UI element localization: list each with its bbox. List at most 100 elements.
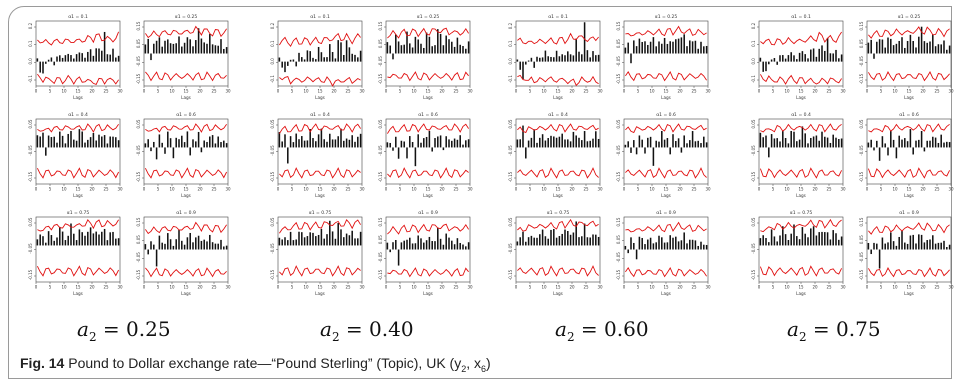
bar: [309, 51, 311, 62]
bar: [42, 132, 44, 148]
bar: [765, 238, 767, 246]
bar: [223, 246, 225, 250]
bar: [522, 61, 524, 80]
bar: [334, 238, 337, 246]
bar: [195, 40, 197, 54]
bar: [666, 138, 669, 148]
x-axis-label: Lags: [423, 291, 433, 296]
upper-band-line: [387, 223, 469, 235]
bar: [946, 141, 948, 148]
y-tick-label: -0.15: [270, 269, 275, 280]
bar: [348, 47, 351, 62]
bar: [175, 239, 177, 250]
y-tick-label: 0.0: [270, 58, 275, 65]
bar: [937, 242, 940, 250]
bar: [683, 232, 685, 250]
bar: [555, 237, 558, 246]
bar: [890, 38, 892, 54]
bar: [106, 240, 109, 246]
bar: [906, 141, 909, 148]
bar: [434, 45, 436, 54]
bar: [403, 141, 405, 148]
x-tick-label: 30: [225, 285, 231, 290]
bar: [281, 61, 283, 68]
lower-band-line: [625, 167, 707, 179]
bar: [451, 140, 453, 148]
x-axis-label: Lags: [315, 291, 325, 296]
bar: [677, 38, 680, 54]
bar: [638, 38, 641, 54]
panel-title: α1 = 0.25: [175, 14, 198, 20]
bar: [920, 130, 923, 148]
x-tick-label: 20: [89, 285, 95, 290]
bar: [818, 48, 820, 62]
x-tick-label: 10: [541, 187, 547, 192]
bar: [103, 135, 106, 148]
x-tick-label: 25: [691, 89, 697, 94]
bar: [75, 54, 78, 62]
bar: [61, 57, 64, 62]
bar: [561, 233, 563, 246]
y-tick-label: 0.0: [28, 58, 33, 65]
y-tick-label: 0.2: [270, 22, 275, 29]
bar: [703, 244, 705, 250]
x-tick-label: 5: [637, 285, 640, 290]
bar: [829, 53, 832, 62]
panel-title: α1 = 0.25: [898, 14, 921, 20]
x-tick-label: 20: [677, 187, 683, 192]
bar: [890, 232, 892, 250]
bar: [644, 244, 646, 250]
bar: [881, 39, 884, 54]
figure-caption: Fig. 14 Pound to Dollar exchange rate—“P…: [20, 355, 491, 374]
bar: [923, 147, 926, 152]
bar: [181, 135, 183, 148]
x-tick-label: 20: [439, 285, 445, 290]
bar: [70, 55, 72, 62]
x-tick-label: 25: [345, 285, 351, 290]
upper-band-line: [760, 218, 842, 233]
bar: [437, 29, 439, 54]
x-tick-label: 25: [691, 187, 697, 192]
bar: [595, 55, 597, 62]
y-tick-label: -0.05: [859, 252, 864, 263]
bar: [42, 236, 44, 246]
y-tick-label: 0.0: [751, 58, 756, 65]
x-tick-label: 20: [197, 285, 203, 290]
bar: [167, 233, 169, 250]
bar: [539, 137, 541, 148]
bar: [175, 43, 177, 54]
bar: [98, 48, 100, 62]
bar: [334, 139, 337, 148]
bar: [206, 141, 208, 148]
bar: [878, 249, 881, 269]
x-tick-label: 30: [225, 89, 231, 94]
bar: [937, 44, 940, 54]
bar: [155, 249, 158, 267]
y-tick-label: -0.05: [136, 252, 141, 263]
bar: [832, 230, 834, 246]
y-tick-label: 0.05: [508, 217, 513, 226]
y-tick-label: -0.15: [136, 73, 141, 84]
bar: [793, 55, 795, 62]
bar: [940, 44, 942, 54]
x-tick-label: 10: [303, 187, 309, 192]
y-tick-label: 0.05: [751, 119, 756, 128]
x-tick-label: 30: [359, 89, 365, 94]
bar: [592, 138, 594, 148]
x-tick-label: 10: [169, 89, 175, 94]
panel-title: α1 = 0.1: [68, 14, 88, 20]
bar: [451, 41, 453, 54]
x-tick-label: 15: [183, 187, 189, 192]
bar: [784, 58, 787, 62]
bar: [633, 242, 635, 250]
bar: [776, 61, 778, 65]
bar: [700, 143, 702, 148]
bar: [887, 147, 889, 156]
bar: [572, 131, 575, 148]
bar: [635, 249, 638, 260]
bar: [586, 50, 589, 62]
bar: [153, 141, 155, 148]
bar: [209, 34, 211, 54]
bar: [158, 134, 161, 148]
bar: [209, 136, 211, 148]
